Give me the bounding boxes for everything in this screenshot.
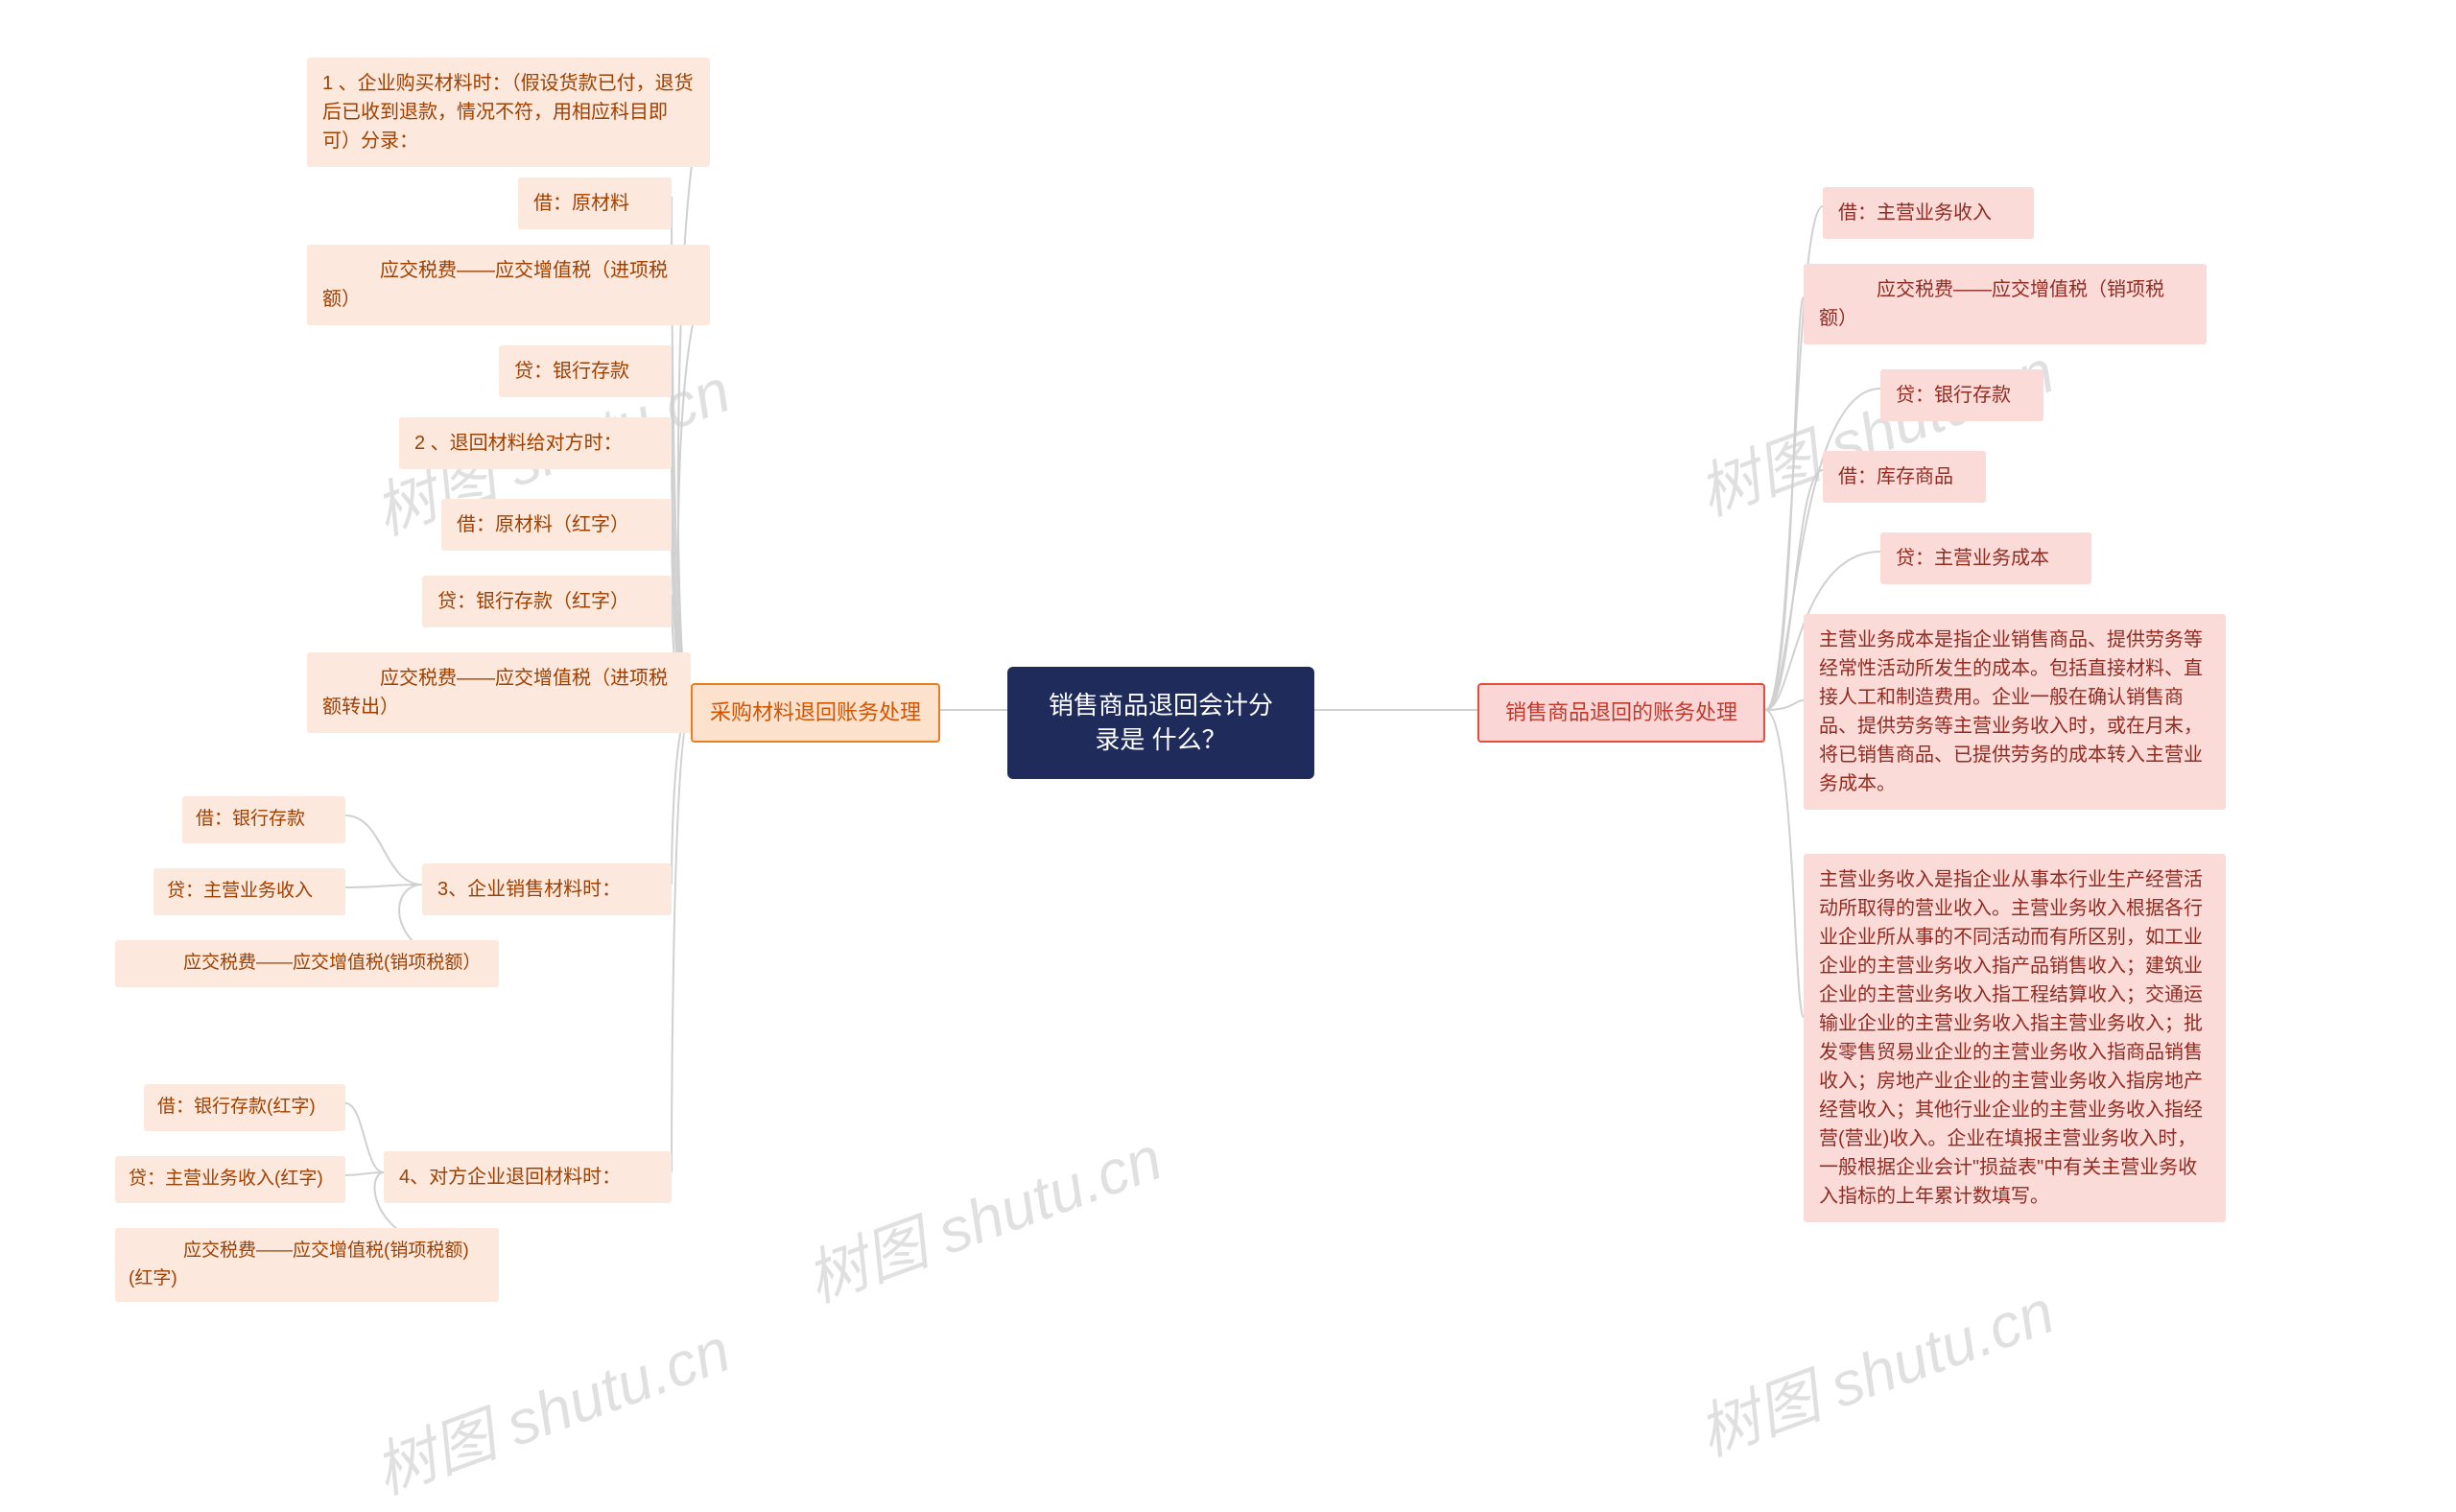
- watermark: 树图 shutu.cn: [1685, 1263, 2065, 1473]
- left-leaf-5: 借：原材料（红字）: [441, 499, 672, 551]
- left-leaf-8-sub-1: 贷：主营业务收入: [154, 868, 345, 915]
- right-branch-node: 销售商品退回的账务处理: [1477, 683, 1765, 743]
- watermark: 树图 shutu.cn: [792, 1109, 1172, 1319]
- left-branch-node: 采购材料退回账务处理: [691, 683, 940, 743]
- left-leaf-3: 贷：银行存款: [499, 345, 672, 397]
- central-node: 销售商品退回会计分录是 什么？: [1007, 667, 1314, 779]
- right-leaf-2: 贷：银行存款: [1880, 369, 2043, 421]
- watermark: 树图 shutu.cn: [361, 1301, 741, 1511]
- right-leaf-1: 应交税费——应交增值税（销项税额）: [1804, 264, 2207, 344]
- left-leaf-6: 贷：银行存款（红字）: [422, 576, 672, 627]
- left-leaf-2: 应交税费——应交增值税（进项税额）: [307, 245, 710, 325]
- left-leaf-8: 3、企业销售材料时：: [422, 863, 672, 915]
- left-leaf-8-sub-2: 应交税费——应交增值税(销项税额）: [115, 940, 499, 987]
- right-leaf-3: 借：库存商品: [1823, 451, 1986, 503]
- right-leaf-4: 贷：主营业务成本: [1880, 532, 2091, 584]
- left-leaf-1: 借：原材料: [518, 177, 672, 229]
- left-leaf-9-sub-1: 贷：主营业务收入(红字): [115, 1156, 345, 1203]
- left-leaf-9: 4、对方企业退回材料时：: [384, 1151, 672, 1203]
- left-leaf-0: 1 、企业购买材料时：（假设货款已付，退货后已收到退款，情况不符，用相应科目即可…: [307, 58, 710, 167]
- left-leaf-9-sub-2: 应交税费——应交增值税(销项税额)(红字): [115, 1228, 499, 1302]
- left-leaf-9-sub-0: 借：银行存款(红字): [144, 1084, 345, 1131]
- left-leaf-4: 2 、退回材料给对方时：: [399, 417, 672, 469]
- right-leaf-0: 借：主营业务收入: [1823, 187, 2034, 239]
- right-leaf-6: 主营业务收入是指企业从事本行业生产经营活动所取得的营业收入。主营业务收入根据各行…: [1804, 854, 2226, 1222]
- right-leaf-5: 主营业务成本是指企业销售商品、提供劳务等经常性活动所发生的成本。包括直接材料、直…: [1804, 614, 2226, 810]
- left-leaf-7: 应交税费——应交增值税（进项税额转出）: [307, 652, 691, 733]
- left-leaf-8-sub-0: 借：银行存款: [182, 796, 345, 843]
